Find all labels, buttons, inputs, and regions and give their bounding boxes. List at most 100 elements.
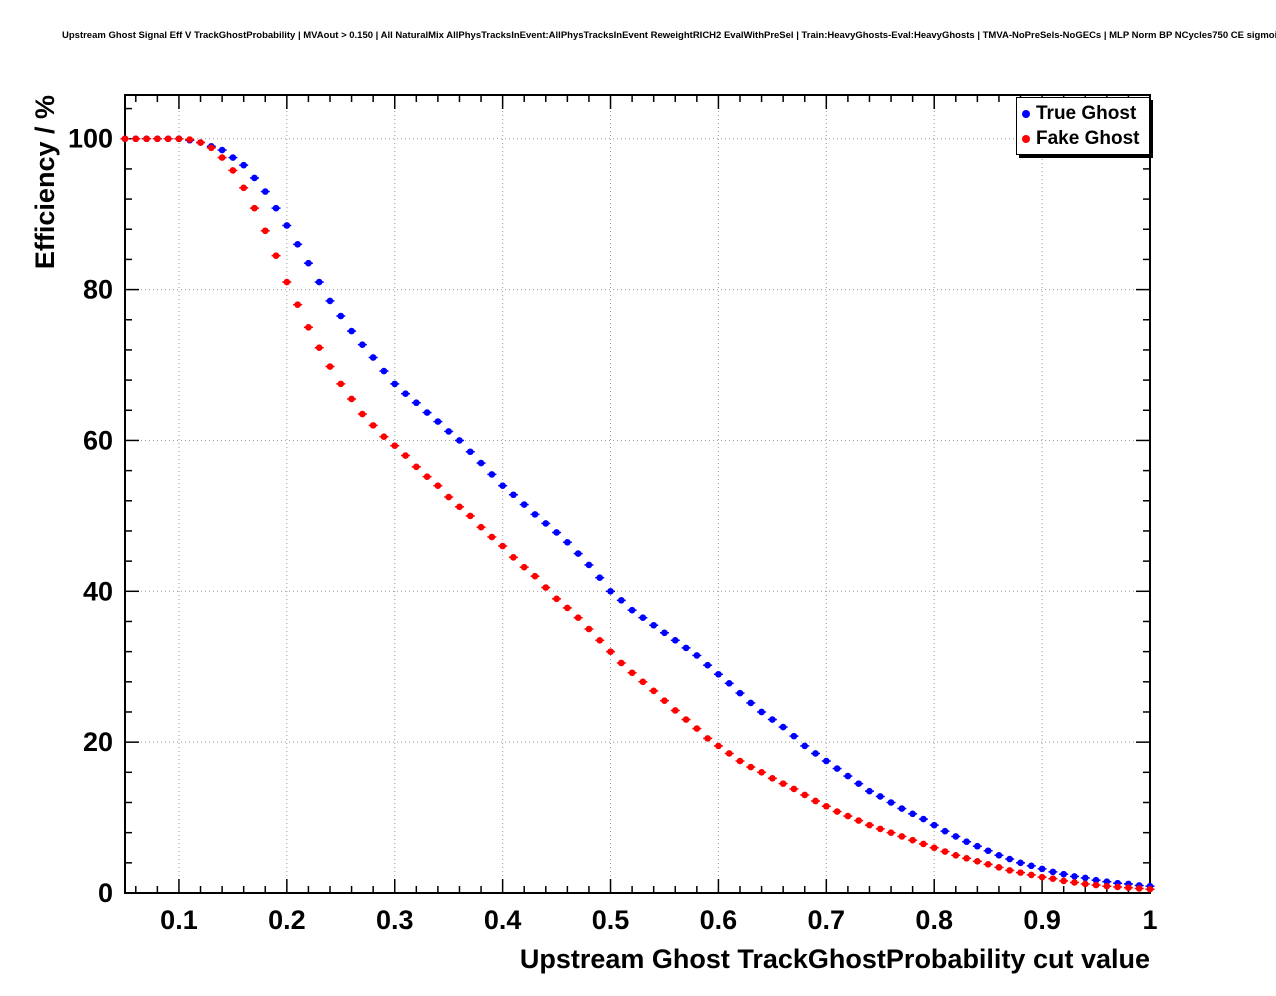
true-ghost-point: [1017, 859, 1024, 867]
true-ghost-point: [1060, 870, 1067, 878]
fake-ghost-point: [812, 797, 819, 805]
fake-ghost-point: [1038, 873, 1046, 881]
fake-ghost-point: [272, 252, 280, 259]
fake-ghost-point: [747, 763, 755, 771]
fake-ghost-point: [294, 301, 301, 308]
true-ghost-point: [974, 842, 981, 850]
true-ghost-point: [369, 354, 377, 361]
fake-ghost-marker-icon: [1022, 134, 1030, 143]
y-tick-label: 60: [83, 425, 113, 455]
fake-ghost-point: [1081, 880, 1089, 888]
y-tick-label: 100: [68, 124, 113, 154]
fake-ghost-point: [833, 808, 841, 815]
fake-ghost-point: [359, 410, 366, 418]
fake-ghost-point: [1071, 879, 1078, 886]
true-ghost-point: [855, 780, 862, 787]
true-ghost-point: [1092, 876, 1100, 884]
true-ghost-point: [801, 742, 809, 750]
fake-ghost-point: [984, 861, 992, 868]
fake-ghost-point: [596, 637, 604, 644]
true-ghost-point: [1081, 874, 1089, 882]
y-tick-label: 20: [83, 727, 113, 757]
fake-ghost-point: [671, 707, 679, 714]
fake-ghost-point: [154, 135, 161, 143]
fake-ghost-point: [315, 344, 323, 351]
fake-ghost-point: [1103, 882, 1111, 890]
true-ghost-point: [952, 833, 960, 840]
x-tick-label: 0.9: [1023, 905, 1061, 935]
fake-ghost-point: [1017, 869, 1024, 876]
true-ghost-point: [812, 750, 819, 757]
fake-ghost-point: [693, 725, 701, 732]
true-ghost-point: [1103, 878, 1111, 885]
fake-ghost-point: [930, 844, 938, 852]
true-ghost-point: [661, 629, 668, 637]
true-ghost-point: [585, 561, 593, 569]
fake-ghost-point: [876, 825, 884, 833]
fake-ghost-point: [380, 433, 388, 440]
true-ghost-point: [779, 723, 787, 731]
fake-ghost-point: [628, 669, 636, 677]
true-ghost-point: [531, 511, 539, 518]
fake-ghost-point: [477, 523, 485, 531]
true-ghost-point: [876, 793, 884, 800]
fake-ghost-point: [413, 463, 420, 471]
fake-ghost-point: [801, 791, 809, 799]
fake-ghost-point: [758, 769, 765, 776]
true-ghost-marker-icon: [1022, 109, 1030, 118]
fake-ghost-point: [445, 493, 452, 501]
fake-ghost-point: [909, 836, 916, 844]
y-axis-title: Efficiency / %: [30, 95, 60, 270]
true-ghost-point: [844, 772, 852, 780]
x-tick-label: 0.4: [484, 905, 522, 935]
fake-ghost-point: [434, 482, 442, 490]
true-ghost-point: [466, 448, 474, 456]
x-axis-title: Upstream Ghost TrackGhostProbability cut…: [519, 944, 1150, 974]
x-tick-label: 0.2: [268, 905, 306, 935]
plot-frame: [124, 94, 1151, 894]
true-ghost-point: [337, 312, 345, 320]
true-ghost-point: [736, 689, 744, 697]
fake-ghost-point: [423, 473, 431, 480]
fake-ghost-point: [844, 812, 852, 820]
true-ghost-point: [930, 821, 938, 829]
fake-ghost-point: [1028, 871, 1035, 879]
fake-ghost-point: [779, 780, 787, 787]
true-ghost-point: [790, 732, 798, 740]
fake-ghost-point: [488, 533, 496, 541]
fake-ghost-point: [618, 659, 625, 667]
y-tick-label: 0: [98, 878, 113, 908]
fake-ghost-point: [887, 829, 895, 836]
fake-ghost-point: [326, 363, 334, 370]
fake-ghost-point: [704, 735, 711, 742]
true-ghost-point: [272, 204, 280, 212]
fake-ghost-point: [132, 135, 140, 143]
fake-ghost-point: [164, 135, 172, 143]
fake-ghost-point: [661, 697, 668, 704]
true-ghost-point: [607, 587, 614, 595]
fake-ghost-point: [1146, 885, 1154, 893]
fake-ghost-point: [240, 184, 247, 192]
true-ghost-point: [315, 278, 323, 286]
true-ghost-point: [326, 297, 334, 305]
fake-ghost-point: [391, 442, 399, 450]
fake-ghost-point: [466, 512, 474, 520]
legend: True Ghost Fake Ghost: [1016, 97, 1150, 155]
true-ghost-point: [1049, 868, 1057, 876]
true-ghost-point: [887, 799, 895, 806]
fake-ghost-point: [261, 227, 269, 235]
x-tick-label: 0.8: [915, 905, 953, 935]
fake-ghost-point: [283, 278, 291, 286]
true-ghost-point: [564, 538, 571, 546]
true-ghost-point: [283, 222, 291, 229]
true-ghost-point: [1006, 855, 1014, 863]
true-ghost-point: [510, 491, 517, 499]
true-ghost-point: [639, 614, 647, 621]
true-ghost-point: [909, 810, 916, 818]
fake-ghost-point: [520, 563, 528, 571]
fake-ghost-point: [1006, 867, 1014, 874]
fake-ghost-point: [542, 584, 550, 591]
true-ghost-point: [898, 805, 906, 812]
true-ghost-point: [380, 367, 388, 375]
fake-ghost-point: [607, 648, 614, 655]
